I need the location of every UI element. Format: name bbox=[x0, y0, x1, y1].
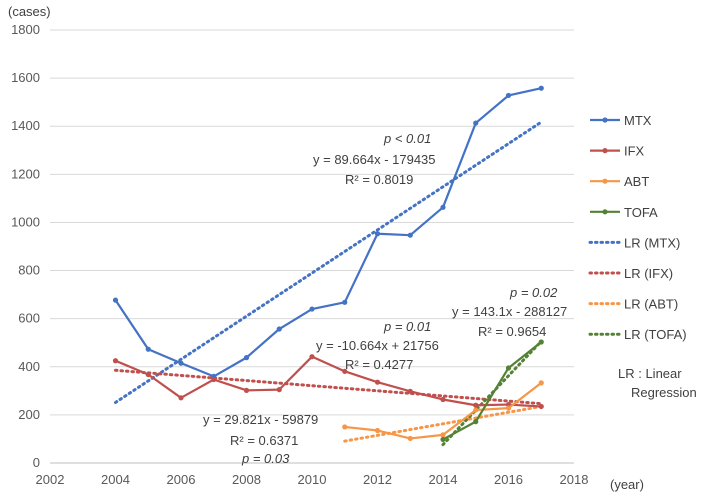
legend-label-mtx: MTX bbox=[624, 113, 652, 128]
y-tick-label: 1200 bbox=[11, 166, 40, 181]
legend-marker-abt bbox=[602, 178, 608, 184]
series-line-ifx bbox=[115, 355, 542, 408]
legend-label-lr-abt: LR (ABT) bbox=[624, 297, 678, 312]
mtx-r2: R² = 0.8019 bbox=[345, 172, 413, 187]
legend-label-lr-mtx: LR (MTX) bbox=[624, 235, 680, 250]
data-point-mtx bbox=[473, 120, 479, 126]
data-point-ifx bbox=[243, 387, 250, 393]
x-tick-label: 2010 bbox=[298, 472, 327, 487]
data-point-ifx bbox=[309, 354, 315, 360]
x-tick-label: 2008 bbox=[232, 472, 261, 487]
legend-label-abt: ABT bbox=[624, 174, 649, 189]
y-tick-label: 200 bbox=[18, 407, 40, 422]
data-point-mtx bbox=[112, 297, 119, 303]
data-point-mtx bbox=[243, 355, 250, 361]
x-tick-label: 2012 bbox=[363, 472, 392, 487]
data-point-ifx bbox=[145, 371, 151, 378]
y-tick-label: 1000 bbox=[11, 214, 40, 229]
data-point-abt bbox=[374, 427, 381, 434]
y-tick-label: 800 bbox=[18, 263, 40, 278]
data-point-ifx bbox=[538, 403, 544, 410]
x-tick-label: 2002 bbox=[36, 472, 65, 487]
data-point-mtx bbox=[276, 326, 282, 332]
legend-marker-tofa bbox=[602, 209, 608, 215]
x-tick-label: 2006 bbox=[167, 472, 196, 487]
y-tick-label: 0 bbox=[33, 455, 40, 470]
data-point-mtx bbox=[505, 92, 512, 99]
data-point-mtx bbox=[374, 231, 381, 237]
data-point-ifx bbox=[178, 395, 184, 401]
trendline-abt bbox=[343, 404, 543, 443]
legend-marker-mtx bbox=[602, 117, 608, 123]
tofa-p-value: p = 0.02 bbox=[509, 285, 558, 300]
y-unit-label: (cases) bbox=[8, 4, 51, 19]
tofa-r2: R² = 0.9654 bbox=[478, 324, 546, 339]
legend-label-lr-tofa: LR (TOFA) bbox=[624, 327, 687, 342]
x-tick-label: 2016 bbox=[494, 472, 523, 487]
data-point-ifx bbox=[407, 388, 413, 394]
ifx-equation: y = -10.664x + 21756 bbox=[316, 338, 439, 353]
data-point-ifx bbox=[112, 358, 119, 364]
series-line-tofa bbox=[442, 341, 542, 441]
data-point-mtx bbox=[342, 299, 348, 305]
trendline-mtx bbox=[114, 120, 543, 404]
abt-p-value: p = 0.03 bbox=[241, 451, 290, 466]
data-point-mtx bbox=[407, 232, 413, 238]
legend: MTX IFX ABT TOFA LR (MTX) LR (IFX) LR (ABT) LR … bbox=[588, 113, 687, 342]
data-point-ifx bbox=[276, 387, 282, 393]
x-tick-label: 2014 bbox=[429, 472, 458, 487]
data-point-abt bbox=[505, 405, 512, 411]
mtx-p-value: p < 0.01 bbox=[383, 131, 431, 146]
data-point-tofa bbox=[440, 436, 446, 443]
data-point-ifx bbox=[473, 402, 479, 408]
y-tick-label: 600 bbox=[18, 311, 40, 326]
data-point-mtx bbox=[178, 360, 184, 366]
data-point-abt bbox=[473, 407, 479, 413]
x-tick-label: 2004 bbox=[101, 472, 130, 487]
ifx-r2: R² = 0.4277 bbox=[345, 357, 413, 372]
data-point-tofa bbox=[505, 365, 512, 371]
data-point-mtx bbox=[309, 306, 315, 312]
y-tick-label: 400 bbox=[18, 359, 40, 374]
data-point-mtx bbox=[440, 204, 446, 210]
data-point-tofa bbox=[473, 419, 479, 425]
y-tick-label: 1800 bbox=[11, 22, 40, 37]
legend-note-line1: LR : Linear bbox=[618, 366, 682, 381]
data-point-abt bbox=[407, 435, 413, 442]
x-unit-label: (year) bbox=[610, 477, 644, 492]
legend-marker-ifx bbox=[602, 148, 608, 154]
trendline-ifx bbox=[114, 368, 543, 406]
data-point-abt bbox=[342, 424, 348, 430]
abt-equation: y = 29.821x - 59879 bbox=[203, 412, 318, 427]
tofa-equation: y = 143.1x - 288127 bbox=[452, 304, 567, 319]
ifx-p-value: p = 0.01 bbox=[383, 319, 431, 334]
legend-label-tofa: TOFA bbox=[624, 205, 658, 220]
mtx-equation: y = 89.664x - 179435 bbox=[313, 152, 436, 167]
data-point-abt bbox=[440, 432, 446, 438]
data-point-ifx bbox=[211, 376, 217, 383]
data-point-mtx bbox=[538, 85, 544, 91]
series-line-mtx bbox=[114, 87, 542, 378]
y-tick-label: 1400 bbox=[11, 118, 40, 133]
data-point-tofa bbox=[538, 339, 544, 345]
y-tick-label: 1600 bbox=[11, 70, 40, 85]
data-point-mtx bbox=[145, 346, 151, 352]
data-point-ifx bbox=[342, 368, 348, 374]
data-point-ifx bbox=[440, 396, 446, 403]
data-point-ifx bbox=[374, 379, 381, 385]
legend-label-ifx: IFX bbox=[624, 144, 645, 159]
abt-r2: R² = 0.6371 bbox=[230, 433, 298, 448]
x-tick-label: 2018 bbox=[560, 472, 589, 487]
legend-note-line2: Regression bbox=[631, 385, 697, 400]
data-point-abt bbox=[538, 380, 544, 386]
legend-label-lr-ifx: LR (IFX) bbox=[624, 266, 673, 281]
